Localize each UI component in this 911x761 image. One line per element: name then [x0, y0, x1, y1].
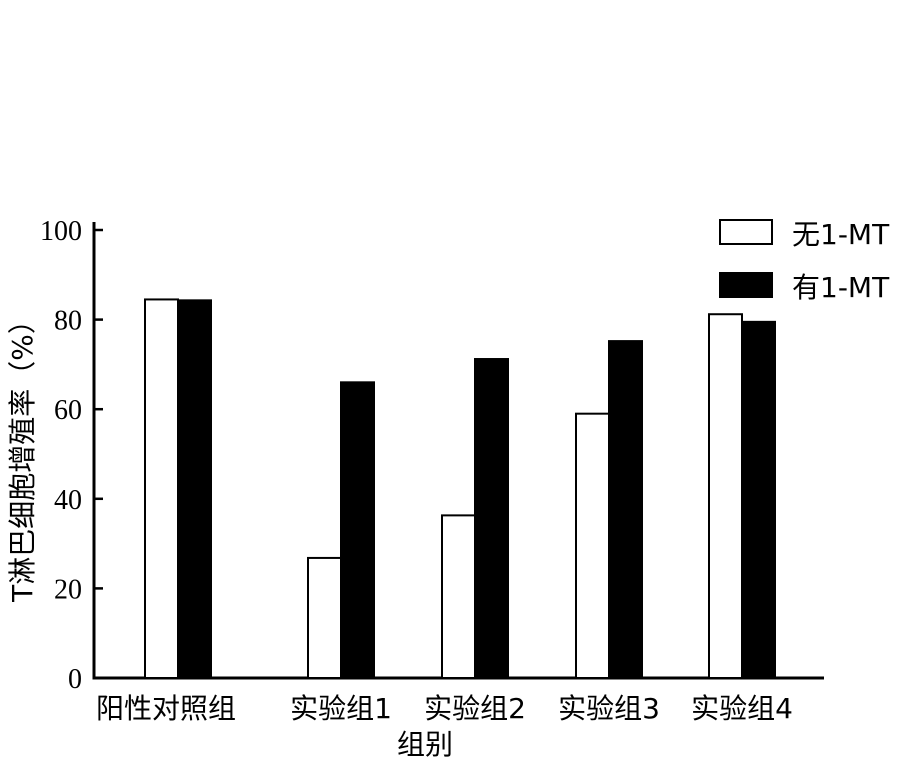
legend: 无1-MT 有1-MT: [719, 218, 890, 304]
x-tick-label: 实验组3: [558, 692, 660, 725]
y-tick-label: 20: [54, 574, 82, 605]
bar-without-1mt-3: [441, 514, 476, 679]
y-ticks: 0 20 40 60 80 100: [40, 216, 103, 695]
y-tick-label: 0: [68, 664, 82, 695]
y-axis-label: T淋巴细胞增殖率（%）: [6, 306, 39, 603]
legend-label: 有1-MT: [792, 271, 890, 304]
legend-swatch: [719, 219, 773, 245]
x-tick-label: 阳性对照组: [96, 692, 236, 725]
bar-with-1mt-4: [608, 340, 643, 679]
x-tick-label: 实验组1: [290, 692, 392, 725]
bars: [144, 298, 776, 679]
bar-with-1mt-5: [741, 320, 776, 679]
y-tick-label: 100: [40, 216, 82, 247]
bar-without-1mt-2: [307, 556, 342, 679]
bar-with-1mt-1: [177, 299, 212, 679]
bar-without-1mt-5: [708, 313, 743, 679]
bar-without-1mt-1: [144, 298, 179, 679]
x-axis-label: 组别: [397, 728, 453, 761]
bar-with-1mt-3: [474, 358, 509, 679]
legend-swatch: [719, 272, 773, 298]
y-tick-label: 80: [54, 306, 82, 337]
y-tick-label: 60: [54, 395, 82, 426]
x-tick-labels: 阳性对照组 实验组1 实验组2 实验组3 实验组4: [96, 692, 793, 725]
x-tick-label: 实验组2: [424, 692, 526, 725]
y-tick-label: 40: [54, 485, 82, 516]
x-tick-label: 实验组4: [691, 692, 793, 725]
legend-label: 无1-MT: [792, 218, 890, 251]
bar-without-1mt-4: [575, 412, 610, 679]
bar-with-1mt-2: [340, 381, 375, 679]
